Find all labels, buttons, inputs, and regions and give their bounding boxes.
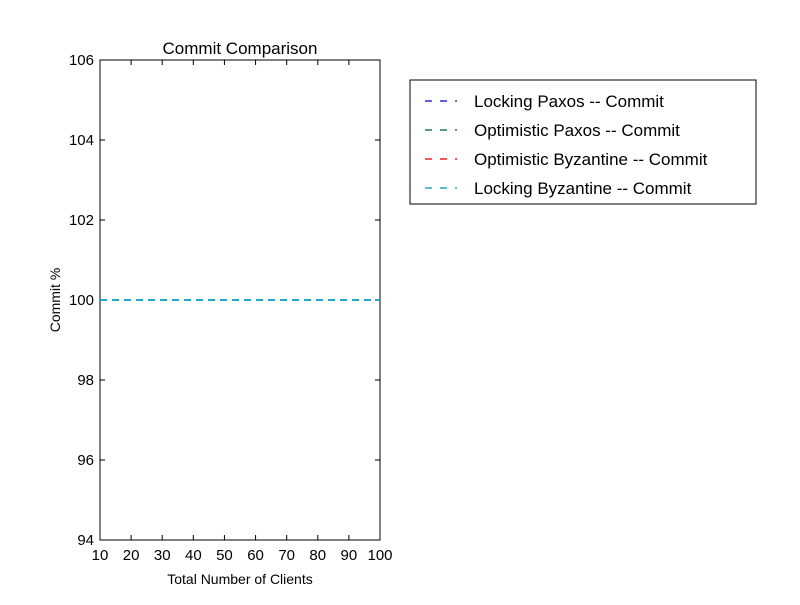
axes: 10 20 30 40 50 60 70 80 90 100 94 96 98 100 102 104 106: [69, 52, 393, 564]
y-axis-title: Commit %: [47, 268, 63, 333]
legend-label: Locking Paxos -- Commit: [474, 92, 664, 111]
y-tick-label: 94: [77, 532, 94, 549]
legend-label: Optimistic Byzantine -- Commit: [474, 150, 708, 169]
x-tick-label: 40: [185, 547, 202, 564]
y-tick-label: 96: [77, 452, 94, 469]
x-tick-label: 70: [278, 547, 295, 564]
legend-box: [409, 79, 757, 205]
x-tick-label: 60: [247, 547, 264, 564]
legend: Locking Paxos -- Commit Optimistic Paxos …: [409, 79, 757, 205]
x-tick-label: 20: [123, 547, 140, 564]
legend-label: Locking Byzantine -- Commit: [474, 179, 692, 198]
x-tick-label: 90: [341, 547, 358, 564]
x-tick-label: 50: [216, 547, 233, 564]
y-tick-label: 102: [69, 212, 94, 229]
y-tick-label: 98: [77, 372, 94, 389]
x-tick-label: 100: [367, 547, 392, 564]
chart-title: Commit Comparison: [163, 39, 318, 58]
legend-label: Optimistic Paxos -- Commit: [474, 121, 680, 140]
x-tick-label: 30: [154, 547, 171, 564]
y-tick-label: 100: [69, 292, 94, 309]
x-tick-label: 80: [309, 547, 326, 564]
y-tick-label: 104: [69, 132, 94, 149]
y-tick-label: 106: [69, 52, 94, 69]
x-tick-label: 10: [92, 547, 109, 564]
x-axis-title: Total Number of Clients: [167, 571, 313, 587]
